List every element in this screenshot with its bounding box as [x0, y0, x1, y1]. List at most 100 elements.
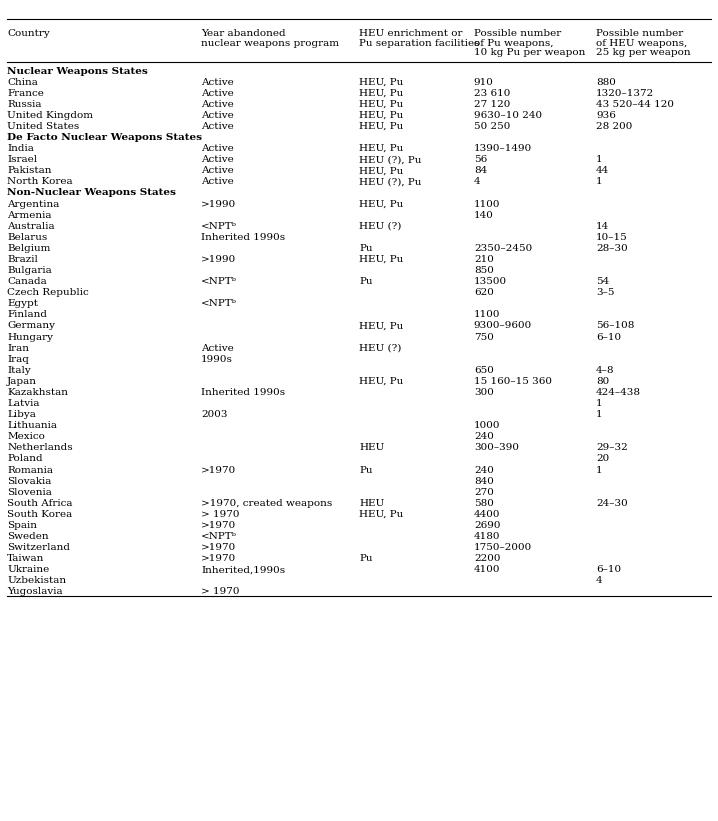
Text: Active: Active — [201, 111, 234, 120]
Text: HEU: HEU — [359, 443, 384, 452]
Text: Active: Active — [201, 144, 234, 153]
Text: 10–15: 10–15 — [596, 232, 628, 241]
Text: 1: 1 — [596, 177, 602, 186]
Text: Russia: Russia — [7, 100, 42, 108]
Text: 840: 840 — [474, 476, 494, 485]
Text: Nuclear Weapons States: Nuclear Weapons States — [7, 67, 148, 76]
Text: Netherlands: Netherlands — [7, 443, 73, 452]
Text: 9300–9600: 9300–9600 — [474, 321, 532, 330]
Text: HEU, Pu: HEU, Pu — [359, 510, 404, 519]
Text: Active: Active — [201, 122, 234, 131]
Text: 4100: 4100 — [474, 565, 500, 574]
Text: 6–10: 6–10 — [596, 333, 621, 342]
Text: Mexico: Mexico — [7, 432, 45, 441]
Text: Spain: Spain — [7, 521, 37, 530]
Text: United States: United States — [7, 122, 80, 131]
Text: 50 250: 50 250 — [474, 122, 510, 131]
Text: Active: Active — [201, 177, 234, 186]
Text: Argentina: Argentina — [7, 200, 60, 209]
Text: 54: 54 — [596, 277, 609, 286]
Text: 1: 1 — [596, 466, 602, 475]
Text: HEU, Pu: HEU, Pu — [359, 122, 404, 131]
Text: China: China — [7, 78, 38, 86]
Text: South Korea: South Korea — [7, 510, 73, 519]
Text: HEU, Pu: HEU, Pu — [359, 377, 404, 386]
Text: <NPTᵇ: <NPTᵇ — [201, 222, 237, 231]
Text: > 1970: > 1970 — [201, 510, 240, 519]
Text: >1970: >1970 — [201, 521, 236, 530]
Text: Czech Republic: Czech Republic — [7, 288, 89, 297]
Text: 24–30: 24–30 — [596, 498, 628, 507]
Text: Pu: Pu — [359, 554, 373, 563]
Text: <NPTᵇ: <NPTᵇ — [201, 532, 237, 541]
Text: Iraq: Iraq — [7, 355, 29, 364]
Text: 27 120: 27 120 — [474, 100, 510, 108]
Text: HEU, Pu: HEU, Pu — [359, 255, 404, 264]
Text: De Facto Nuclear Weapons States: De Facto Nuclear Weapons States — [7, 133, 202, 142]
Text: 750: 750 — [474, 333, 494, 342]
Text: 1000: 1000 — [474, 421, 500, 430]
Text: HEU, Pu: HEU, Pu — [359, 166, 404, 175]
Text: Pakistan: Pakistan — [7, 166, 52, 175]
Text: HEU, Pu: HEU, Pu — [359, 321, 404, 330]
Text: 300–390: 300–390 — [474, 443, 519, 452]
Text: North Korea: North Korea — [7, 177, 73, 186]
Text: 14: 14 — [596, 222, 609, 231]
Text: 1100: 1100 — [474, 200, 500, 209]
Text: HEU, Pu: HEU, Pu — [359, 89, 404, 98]
Text: <NPTᵇ: <NPTᵇ — [201, 277, 237, 286]
Text: 13500: 13500 — [474, 277, 507, 286]
Text: HEU (?): HEU (?) — [359, 343, 401, 352]
Text: 620: 620 — [474, 288, 494, 297]
Text: Country: Country — [7, 29, 50, 38]
Text: Slovakia: Slovakia — [7, 476, 52, 485]
Text: HEU, Pu: HEU, Pu — [359, 100, 404, 108]
Text: 2003: 2003 — [201, 410, 228, 419]
Text: Kazakhstan: Kazakhstan — [7, 388, 68, 397]
Text: 20: 20 — [596, 454, 609, 463]
Text: 23 610: 23 610 — [474, 89, 510, 98]
Text: Pu: Pu — [359, 277, 373, 286]
Text: Active: Active — [201, 343, 234, 352]
Text: 2200: 2200 — [474, 554, 500, 563]
Text: Latvia: Latvia — [7, 399, 39, 408]
Text: HEU, Pu: HEU, Pu — [359, 111, 404, 120]
Text: >1970, created weapons: >1970, created weapons — [201, 498, 332, 507]
Text: <NPTᵇ: <NPTᵇ — [201, 299, 237, 308]
Text: Active: Active — [201, 155, 234, 164]
Text: 424–438: 424–438 — [596, 388, 641, 397]
Text: Non-Nuclear Weapons States: Non-Nuclear Weapons States — [7, 188, 176, 197]
Text: Germany: Germany — [7, 321, 55, 330]
Text: Possible number: Possible number — [474, 29, 561, 38]
Text: 936: 936 — [596, 111, 616, 120]
Text: 4180: 4180 — [474, 532, 500, 541]
Text: Pu: Pu — [359, 466, 373, 475]
Text: Possible number: Possible number — [596, 29, 683, 38]
Text: Inherited 1990s: Inherited 1990s — [201, 388, 285, 397]
Text: 29–32: 29–32 — [596, 443, 628, 452]
Text: Japan: Japan — [7, 377, 37, 386]
Text: Romania: Romania — [7, 466, 53, 475]
Text: 25 kg per weapon: 25 kg per weapon — [596, 48, 691, 57]
Text: Iran: Iran — [7, 343, 29, 352]
Text: 240: 240 — [474, 432, 494, 441]
Text: 6–10: 6–10 — [596, 565, 621, 574]
Text: Australia: Australia — [7, 222, 55, 231]
Text: 56–108: 56–108 — [596, 321, 634, 330]
Text: Yugoslavia: Yugoslavia — [7, 587, 62, 596]
Text: 1390–1490: 1390–1490 — [474, 144, 532, 153]
Text: 28–30: 28–30 — [596, 244, 628, 253]
Text: 80: 80 — [596, 377, 609, 386]
Text: 4400: 4400 — [474, 510, 500, 519]
Text: >1970: >1970 — [201, 466, 236, 475]
Text: Belgium: Belgium — [7, 244, 50, 253]
Text: of Pu weapons,: of Pu weapons, — [474, 39, 554, 48]
Text: Sweden: Sweden — [7, 532, 49, 541]
Text: Switzerland: Switzerland — [7, 543, 70, 552]
Text: Active: Active — [201, 166, 234, 175]
Text: 2350–2450: 2350–2450 — [474, 244, 532, 253]
Text: 4–8: 4–8 — [596, 365, 615, 374]
Text: 4: 4 — [596, 576, 602, 585]
Text: 580: 580 — [474, 498, 494, 507]
Text: Bulgaria: Bulgaria — [7, 266, 52, 275]
